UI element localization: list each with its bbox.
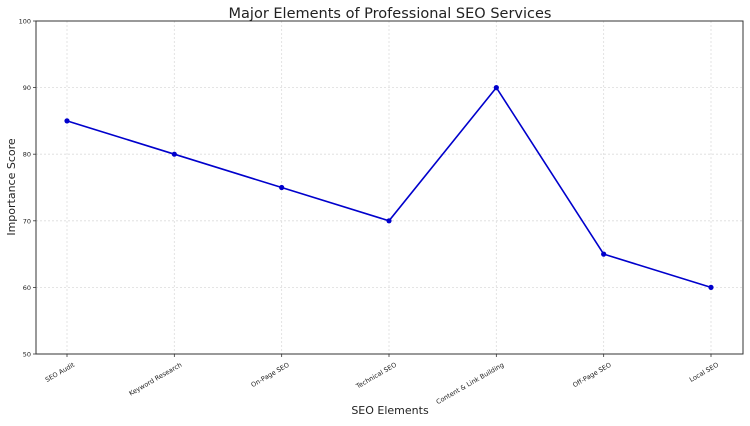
x-tick-label: Technical SEO [354, 361, 398, 391]
data-point [601, 251, 607, 257]
x-axis-label: SEO Elements [351, 404, 429, 417]
plot-area-frame [35, 20, 744, 355]
x-tick-label: On-Page SEO [250, 361, 291, 389]
y-axis-label: Importance Score [5, 138, 18, 236]
y-axis-ticks: 50 60 70 80 90 100 [19, 18, 36, 359]
data-point [279, 184, 285, 191]
x-axis-ticks: SEO Audit Keyword Research On-Page SEO Tech… [44, 354, 720, 406]
data-point [386, 218, 392, 224]
x-tick-label: SEO Audit [44, 361, 77, 384]
y-tick-label: 90 [23, 84, 31, 92]
x-tick-label: Off-Page SEO [571, 361, 612, 389]
data-point [493, 85, 499, 91]
data-point [171, 151, 177, 157]
data-point [708, 284, 714, 290]
x-tick-label: Content & Link Building [435, 361, 506, 406]
chart-title: Major Elements of Professional SEO Servi… [229, 6, 552, 22]
y-tick-label: 70 [23, 217, 31, 225]
y-tick-label: 80 [23, 151, 31, 159]
y-tick-label: 50 [23, 351, 31, 359]
y-tick-label: 60 [23, 284, 31, 292]
data-point [64, 118, 70, 124]
x-tick-label: Local SEO [688, 361, 720, 384]
data-point-markers [64, 85, 714, 290]
grid-lines [36, 21, 743, 354]
y-tick-label: 100 [19, 18, 31, 26]
x-tick-label: Keyword Research [128, 361, 184, 398]
